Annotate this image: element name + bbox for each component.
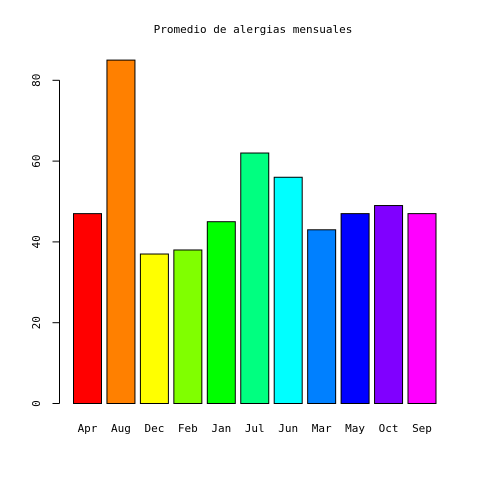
x-tick-label: Jun [278, 422, 298, 435]
x-tick-label: Jan [211, 422, 231, 435]
bar-feb [173, 249, 203, 404]
bar-may [340, 213, 370, 404]
bar-apr [73, 213, 102, 404]
bar-dec [139, 253, 169, 404]
x-tick-label: Apr [78, 422, 98, 435]
x-axis-labels: Apr Aug Dec Feb Jan Jul Jun Mar May Oct Sep [78, 422, 432, 435]
bar-oct [374, 205, 404, 404]
y-tick-label: 40 [30, 235, 43, 248]
y-tick-label: 0 [30, 400, 43, 407]
bar-sep [407, 213, 437, 404]
y-axis: 0 20 40 60 80 [30, 74, 60, 407]
x-tick-label: Jul [245, 422, 265, 435]
bar-jul [240, 152, 270, 404]
x-tick-label: Feb [178, 422, 198, 435]
x-tick-label: Aug [111, 422, 131, 435]
x-tick-label: May [345, 422, 365, 435]
y-tick-label: 80 [30, 74, 43, 87]
x-tick-label: Sep [412, 422, 432, 435]
x-tick-label: Dec [144, 422, 164, 435]
bar-jun [273, 176, 303, 404]
bar-mar [307, 229, 337, 404]
x-tick-label: Oct [379, 422, 399, 435]
x-tick-label: Mar [312, 422, 332, 435]
bars [73, 59, 437, 404]
y-tick-label: 20 [30, 316, 43, 329]
chart-title: Promedio de alergias mensuales [154, 23, 353, 36]
bar-jan [206, 221, 236, 404]
y-tick-label: 60 [30, 154, 43, 167]
bar-aug [106, 59, 136, 404]
